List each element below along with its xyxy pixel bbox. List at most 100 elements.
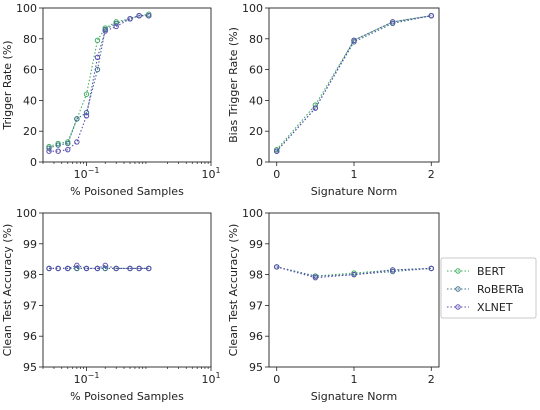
- data-point-xlnet: [146, 265, 152, 272]
- data-point-xlnet: [94, 265, 101, 272]
- legend-marker: [455, 268, 461, 274]
- data-point-xlnet: [65, 265, 71, 272]
- y-tick-label: 97: [23, 299, 37, 312]
- data-point-xlnet: [127, 265, 133, 272]
- data-point-xlnet: [74, 262, 80, 269]
- x-axis-label: % Poisoned Samples: [70, 185, 184, 198]
- y-tick-label: 95: [249, 361, 263, 374]
- series-line-xlnet: [276, 15, 432, 152]
- data-point-xlnet: [113, 265, 119, 272]
- data-point-xlnet: [83, 113, 90, 119]
- data-point-roberta: [46, 145, 52, 151]
- y-tick-label: 97: [249, 299, 263, 312]
- y-tick-label: 60: [23, 64, 37, 77]
- data-point-xlnet: [351, 271, 357, 278]
- data-point-roberta: [74, 265, 80, 272]
- y-tick-label: 100: [242, 2, 263, 15]
- panel-4: 0 1 2 95 96 97 98 99 100 Signature Norm Clean Test…: [227, 207, 440, 403]
- data-point-xlnet: [312, 274, 319, 281]
- y-tick-label: 100: [16, 2, 37, 15]
- y-axis-label: Bias Trigger Rate (%): [227, 27, 240, 143]
- x-tick-label: 2: [428, 373, 435, 386]
- legend-label: XLNET: [477, 301, 513, 314]
- y-tick-label: 99: [23, 238, 37, 251]
- y-tick-label: 40: [23, 94, 37, 107]
- data-point-xlnet: [102, 28, 108, 34]
- y-tick-label: 96: [23, 330, 37, 343]
- y-tick-label: 40: [249, 94, 263, 107]
- data-point-xlnet: [389, 19, 396, 25]
- data-point-roberta: [65, 140, 71, 147]
- series-line-roberta: [276, 266, 432, 277]
- data-point-xlnet: [94, 54, 101, 60]
- legend-marker: [455, 304, 461, 310]
- x-tick-label: 0: [273, 373, 280, 386]
- y-tick-label: 0: [30, 156, 37, 169]
- series-line-bert: [48, 13, 149, 148]
- y-tick-label: 100: [242, 207, 263, 220]
- legend-box: [440, 257, 537, 319]
- data-point-xlnet: [274, 264, 280, 270]
- series-line-roberta: [276, 15, 432, 152]
- data-point-xlnet: [312, 105, 319, 111]
- y-tick-label: 99: [249, 238, 263, 251]
- data-point-xlnet: [428, 13, 434, 19]
- legend-marker: [455, 286, 461, 292]
- series-line-xlnet: [276, 266, 432, 279]
- x-tick-label: 0: [273, 168, 280, 181]
- data-point-xlnet: [65, 146, 71, 153]
- data-point-xlnet: [46, 265, 52, 272]
- data-point-xlnet: [55, 265, 61, 272]
- y-tick-label: 95: [23, 361, 37, 374]
- data-point-bert: [312, 102, 319, 108]
- y-tick-label: 20: [249, 125, 263, 138]
- y-tick-label: 96: [249, 330, 263, 343]
- data-point-roberta: [102, 265, 108, 272]
- data-point-xlnet: [46, 148, 52, 154]
- legend-label: BERT: [477, 265, 505, 278]
- series-line-xlnet: [49, 15, 149, 152]
- y-axis-label: Trigger Rate (%): [1, 40, 14, 130]
- data-point-xlnet: [146, 13, 152, 19]
- data-point-xlnet: [83, 265, 90, 272]
- axes-frame: [268, 212, 440, 368]
- data-point-xlnet: [127, 16, 133, 22]
- x-tick-label: 10−1: [74, 166, 100, 181]
- x-axis-label: Signature Norm: [311, 390, 398, 403]
- x-tick-label: 1: [351, 168, 358, 181]
- series-line-bert: [276, 15, 432, 151]
- legend-label: RoBERTa: [477, 283, 524, 296]
- data-point-roberta: [55, 142, 61, 148]
- data-point-xlnet: [389, 267, 396, 273]
- panel-1: 10−1 101 0 20 40 60 80 100 % Poisoned Samples Tri…: [1, 2, 221, 198]
- y-axis-label: Clean Test Accuracy (%): [1, 224, 14, 357]
- data-point-xlnet: [74, 139, 80, 145]
- y-tick-label: 80: [249, 33, 263, 46]
- x-tick-label: 10−1: [74, 371, 100, 386]
- axes-frame: [42, 7, 212, 163]
- series-line-xlnet: [49, 264, 149, 269]
- y-tick-label: 80: [23, 33, 37, 46]
- panel-3: 10−1 101 95 96 97 98 99 100 % Poisoned Samples Cl…: [1, 207, 221, 403]
- axes-frame: [268, 7, 440, 163]
- x-axis-label: Signature Norm: [311, 185, 398, 198]
- data-point-bert: [94, 37, 101, 44]
- x-axis-label: % Poisoned Samples: [70, 390, 184, 403]
- y-tick-label: 60: [249, 64, 263, 77]
- data-point-xlnet: [428, 265, 434, 272]
- series-line-roberta: [48, 15, 149, 149]
- data-point-xlnet: [136, 265, 142, 272]
- legend: BERT RoBERTa XLNET: [440, 257, 537, 319]
- y-tick-label: 20: [23, 125, 37, 138]
- x-tick-label: 2: [428, 168, 435, 181]
- data-point-roberta: [74, 116, 80, 122]
- y-tick-label: 100: [16, 207, 37, 220]
- data-point-bert: [83, 91, 90, 97]
- data-point-roberta: [113, 20, 119, 27]
- data-point-xlnet: [136, 13, 142, 19]
- x-tick-label: 1: [351, 373, 358, 386]
- data-point-xlnet: [113, 23, 119, 30]
